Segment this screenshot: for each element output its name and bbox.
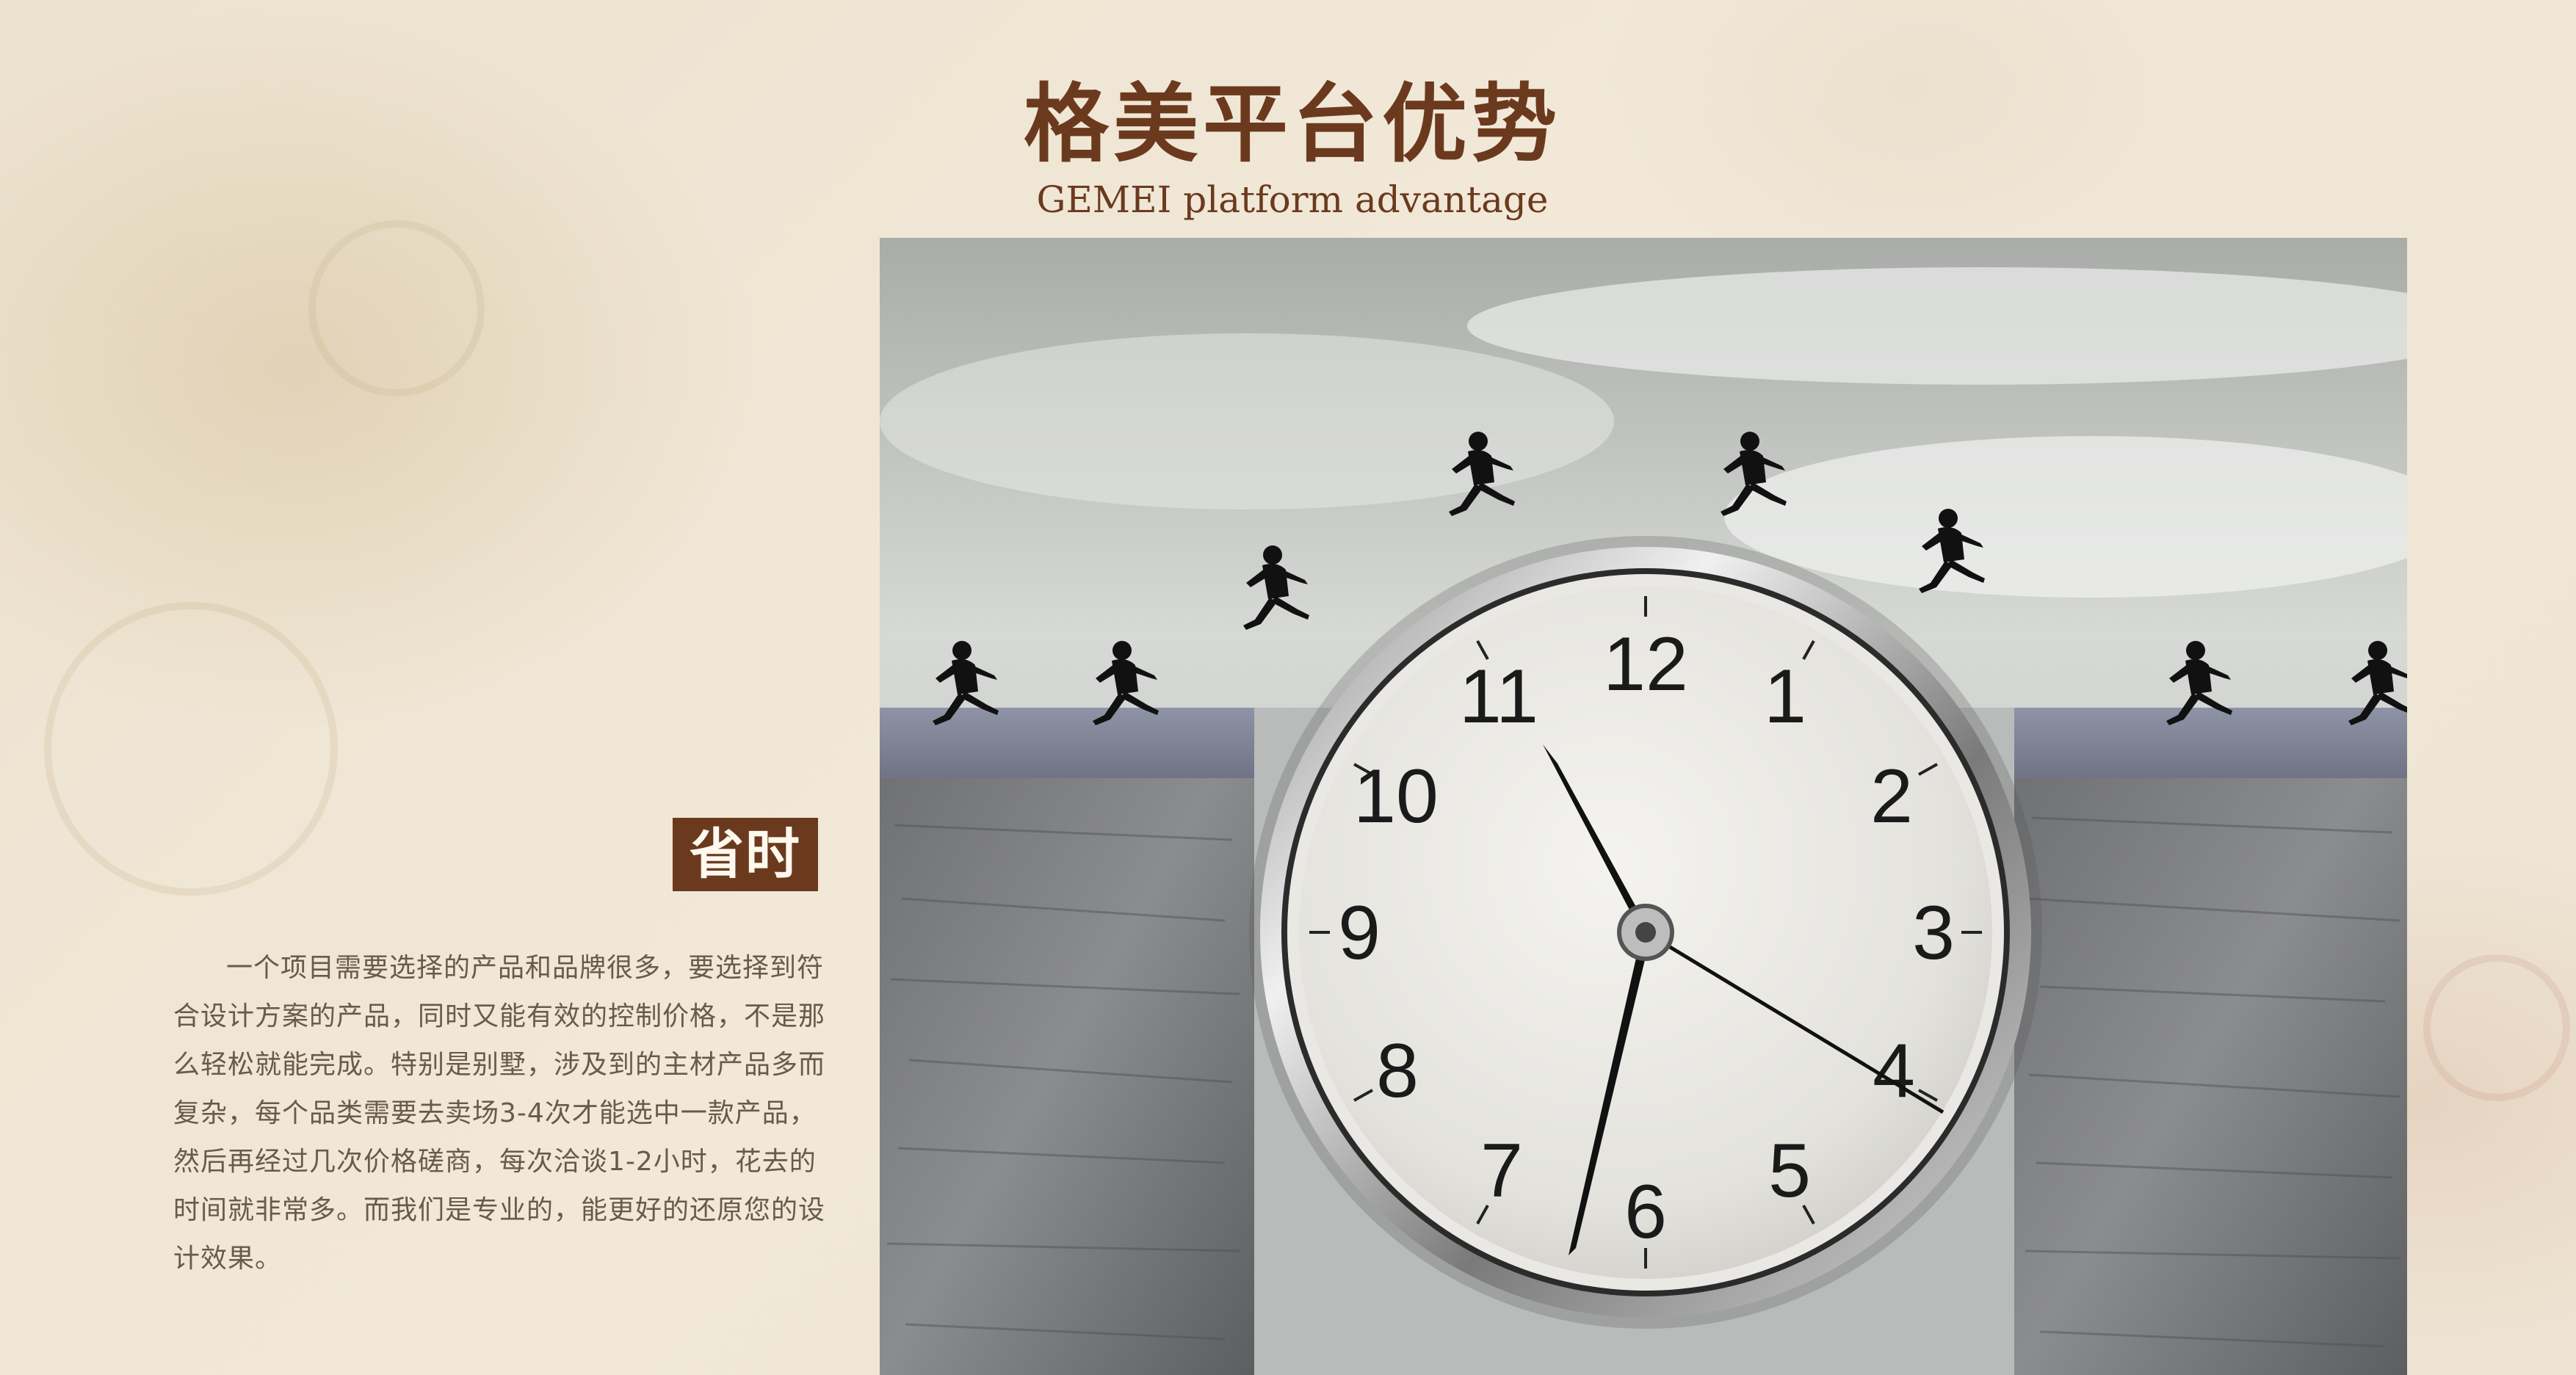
clock-numeral-11: 11: [1459, 654, 1538, 739]
clock-numeral-3: 3: [1912, 890, 1955, 976]
decorative-flower-left-small: [308, 220, 485, 396]
clock-numeral-4: 4: [1873, 1028, 1915, 1114]
page-title: 格美平台优势: [1024, 75, 1561, 174]
clock-numeral-7: 7: [1480, 1128, 1523, 1213]
clock-numeral-9: 9: [1338, 890, 1381, 976]
decorative-flower-left: [44, 602, 338, 896]
clock-numeral-2: 2: [1870, 754, 1913, 839]
clock-numeral-6: 6: [1624, 1169, 1667, 1255]
clock-numeral-10: 10: [1353, 754, 1439, 839]
clock-numeral-1: 1: [1764, 654, 1806, 739]
feature-tag: 省时: [673, 818, 818, 891]
clock-numeral-5: 5: [1768, 1128, 1811, 1213]
clock-bridge-photo: 12 1 2 3 4 5 6 7 8 9 10 11: [880, 238, 2407, 1375]
page-subtitle: GEMEI platform advantage: [1036, 178, 1549, 221]
feature-description: 一个项目需要选择的产品和品牌很多，要选择到符合设计方案的产品，同时又能有效的控制…: [173, 953, 826, 1274]
clock-bridge-illustration: 12 1 2 3 4 5 6 7 8 9 10 11: [880, 238, 2407, 1375]
decorative-flower-right: [2423, 954, 2570, 1101]
section-header: 格美平台优势 GEMEI platform advantage: [947, 73, 1638, 222]
clock-numeral-12: 12: [1603, 622, 1688, 707]
clock-numeral-8: 8: [1376, 1028, 1419, 1114]
